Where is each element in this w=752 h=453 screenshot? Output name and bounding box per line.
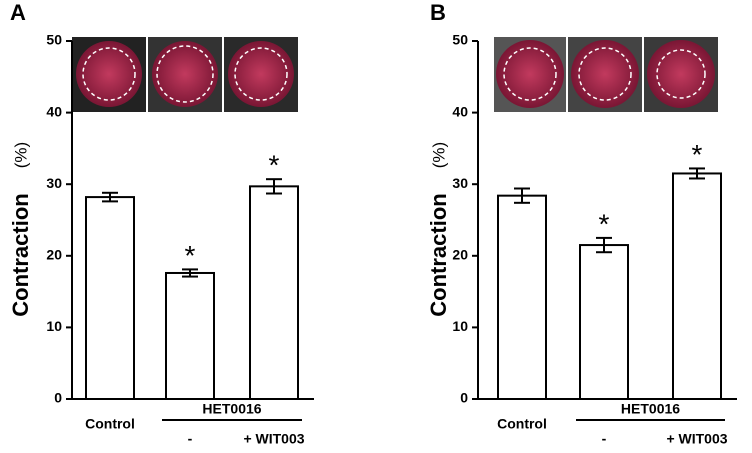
bar: [249, 185, 299, 400]
y-tick-label: 30: [46, 175, 62, 191]
error-bar: [102, 191, 118, 203]
y-axis-label: Contraction: [8, 193, 33, 316]
outline: [156, 45, 214, 103]
y-tick-label: 20: [452, 247, 468, 263]
well: [152, 41, 218, 107]
group-label: HET0016: [202, 401, 261, 417]
significance: *: [599, 208, 610, 239]
outline: [656, 49, 706, 99]
bar: [579, 244, 629, 400]
y-tick-label: 50: [46, 32, 62, 48]
error-bar: [689, 167, 705, 180]
well: [228, 41, 294, 107]
y-tick-label: 10: [46, 318, 62, 334]
x-tick-label: -: [602, 431, 607, 447]
significance: *: [269, 150, 280, 181]
outline: [82, 47, 136, 101]
error-bar: [182, 268, 198, 278]
well: [571, 40, 639, 108]
bar: [497, 194, 547, 400]
y-tick-label: 0: [460, 390, 468, 406]
error-bar: [596, 236, 612, 254]
x-tick-label: Control: [497, 416, 547, 432]
well: [76, 41, 142, 107]
group-label: HET0016: [621, 401, 680, 417]
outline: [234, 47, 288, 101]
y-axis-label: Contraction: [426, 193, 451, 316]
x-tick-label: + WIT003: [243, 431, 304, 447]
bar: [85, 196, 135, 400]
bar: [672, 172, 722, 400]
y-tick-label: 40: [452, 103, 468, 119]
outline: [578, 47, 632, 101]
y-tick-label: 20: [46, 247, 62, 263]
x-tick-label: Control: [85, 416, 135, 432]
y-tick-label: 40: [46, 103, 62, 119]
y-tick-label: 0: [54, 390, 62, 406]
photos-a: [72, 37, 298, 112]
panel-label: A: [10, 0, 26, 25]
significance: *: [692, 139, 703, 170]
error-bar: [514, 187, 530, 204]
x-tick-label: + WIT003: [666, 431, 727, 447]
y-tick-label: 10: [452, 318, 468, 334]
y-axis-unit: (%): [429, 142, 448, 168]
y-tick-label: 30: [452, 175, 468, 191]
bar: [165, 271, 215, 401]
error-bar: [266, 178, 282, 195]
significance: *: [185, 240, 196, 271]
well: [496, 40, 564, 108]
y-tick-label: 50: [452, 32, 468, 48]
y-axis-unit: (%): [11, 142, 30, 168]
panel-label: B: [430, 0, 446, 25]
photos-b: [494, 37, 718, 112]
outline: [503, 47, 557, 101]
x-tick-label: -: [188, 431, 193, 447]
